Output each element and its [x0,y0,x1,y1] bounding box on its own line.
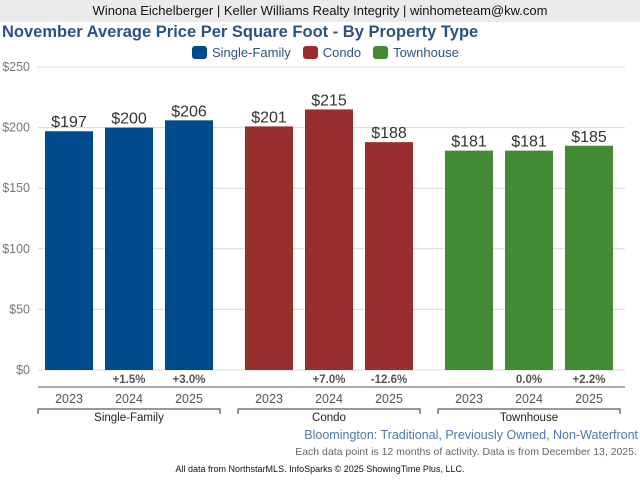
bar-value-label: $185 [571,129,607,146]
legend-swatch-condo [302,46,318,59]
x-tick-label: 2023 [455,392,483,406]
x-tick-label: 2025 [375,392,403,406]
data-note: Each data point is 12 months of activity… [295,446,637,458]
bar-value-label: $206 [171,103,207,120]
bar-value-label: $215 [311,92,347,109]
group-bracket [237,408,421,414]
bar [45,131,93,370]
y-tick-label: $200 [2,121,30,135]
pct-change-label: +1.5% [113,374,146,386]
bar [505,150,553,370]
legend-item-single-family[interactable]: Single-Family [192,45,291,60]
x-tick-label: 2024 [315,392,343,406]
legend-item-condo[interactable]: Condo [302,45,362,60]
bar-value-label: $181 [451,134,487,151]
bar-value-label: $181 [511,134,547,151]
bar-value-label: $201 [251,109,287,126]
legend-label: Single-Family [212,45,291,60]
y-tick-label: $0 [16,363,30,377]
bar [305,109,353,371]
bar [245,126,293,370]
pct-change-label: +7.0% [313,374,346,386]
legend-item-townhouse[interactable]: Townhouse [373,45,459,60]
x-tick-label: 2023 [255,392,283,406]
chart-legend: Single-Family Condo Townhouse [192,45,459,60]
bar [565,145,613,370]
group-label: Townhouse [500,412,558,424]
bar-value-label: $197 [51,114,87,131]
legend-label: Townhouse [393,45,459,60]
y-tick-label: $100 [2,242,30,256]
legend-swatch-townhouse [373,46,389,59]
agent-contact-bar: Winona Eichelberger | Keller Williams Re… [0,0,640,22]
pct-change-label: +2.2% [573,374,606,386]
legend-label: Condo [322,45,362,60]
group-bracket [37,408,221,414]
group-label: Condo [312,412,346,424]
x-tick-label: 2025 [575,392,603,406]
bar-value-label: $200 [111,111,147,128]
pct-change-label: -12.6% [371,374,407,386]
chart-subtitle: Bloomington: Traditional, Previously Own… [304,428,638,442]
bar [365,142,413,370]
legend-swatch-single-family [192,46,207,59]
y-tick-label: $50 [9,302,30,316]
bar [445,150,493,370]
bar [105,127,153,370]
bar [165,120,213,370]
x-tick-label: 2025 [175,392,203,406]
footer-credit: All data from NorthstarMLS. InfoSparks ©… [175,464,465,474]
pct-change-label: 0.0% [516,374,542,386]
pct-change-label: +3.0% [173,374,206,386]
x-tick-label: 2023 [55,392,83,406]
x-tick-label: 2024 [515,392,543,406]
group-bracket [437,408,621,414]
bar-chart: $0 $50 $100 $150 $200 $250 $197 2023 $200 +1.5% 20… [2,60,625,424]
y-tick-label: $250 [2,60,30,74]
chart-title: November Average Price Per Square Foot -… [2,23,479,41]
x-tick-label: 2024 [115,392,143,406]
group-label: Single-Family [94,412,164,424]
bar-value-label: $188 [371,125,407,142]
y-tick-label: $150 [2,181,30,195]
